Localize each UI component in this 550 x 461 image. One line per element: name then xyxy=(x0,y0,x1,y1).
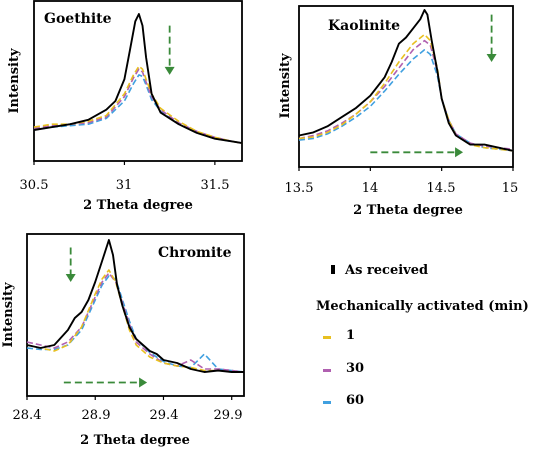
goethite-panel: Goethite Intensity 30.5 31 31.5 2 Theta … xyxy=(7,0,243,213)
kaolinite-right-arrow xyxy=(370,147,464,158)
chromite-right-arrow xyxy=(63,377,148,388)
legend-label-as-received: As received xyxy=(344,263,428,278)
kaolinite-x-tick: 15 xyxy=(502,181,519,196)
goethite-series-min30-line xyxy=(33,68,243,144)
goethite-y-label: Intensity xyxy=(7,48,22,114)
legend-swatch-30 xyxy=(323,369,331,372)
legend-label-30: 30 xyxy=(346,361,364,376)
legend-label-60: 60 xyxy=(346,393,364,408)
legend-label-1: 1 xyxy=(346,328,355,343)
chromite-series-min1-line xyxy=(26,269,244,373)
kaolinite-x-tick: 13.5 xyxy=(285,181,314,196)
chromite-x-tick: 28.9 xyxy=(82,408,111,423)
kaolinite-series-layer xyxy=(298,9,514,152)
chromite-series-min60-line xyxy=(26,275,245,373)
goethite-series-min60-line xyxy=(33,74,243,144)
kaolinite-down-arrow xyxy=(486,14,497,63)
goethite-series-as-received-line xyxy=(33,13,243,145)
kaolinite-panel: Kaolinite Intensity 13.5 14 14.5 15 2 Th… xyxy=(278,5,519,218)
kaolinite-series-min60-line xyxy=(298,49,514,152)
chromite-x-tick: 29.4 xyxy=(150,408,179,423)
kaolinite-y-label: Intensity xyxy=(278,53,293,119)
goethite-x-tick: 31.5 xyxy=(201,178,230,193)
chromite-x-tick: 29.9 xyxy=(214,408,243,423)
chromite-panel: Chromite Intensity 28.4 28.9 29.4 29.9 2… xyxy=(1,233,245,448)
chromite-annotation-layer xyxy=(63,247,148,388)
kaolinite-x-tick: 14.5 xyxy=(427,181,456,196)
legend: As received Mechanically activated (min)… xyxy=(316,263,529,408)
chromite-x-label: 2 Theta degree xyxy=(80,433,190,448)
goethite-plot-frame xyxy=(33,0,243,162)
chromite-down-arrow xyxy=(65,247,76,282)
legend-group-title: Mechanically activated (min) xyxy=(316,299,529,314)
goethite-title: Goethite xyxy=(44,11,112,27)
chromite-plot-frame xyxy=(26,233,245,397)
kaolinite-series-min30-line xyxy=(298,39,514,150)
chromite-y-label: Intensity xyxy=(1,282,16,348)
goethite-x-label: 2 Theta degree xyxy=(83,198,193,213)
kaolinite-plot-frame xyxy=(298,5,514,168)
legend-swatch-as-received xyxy=(331,265,335,274)
goethite-down-arrow xyxy=(164,25,175,75)
kaolinite-title: Kaolinite xyxy=(328,18,400,34)
goethite-series-layer xyxy=(33,13,243,145)
kaolinite-x-tick: 14 xyxy=(362,181,379,196)
kaolinite-annotation-layer xyxy=(370,14,497,158)
legend-swatch-1 xyxy=(323,336,331,339)
goethite-x-tick: 31 xyxy=(116,178,133,193)
chromite-series-min30-line xyxy=(26,272,245,373)
goethite-series-min1-line xyxy=(33,65,243,144)
goethite-x-tick: 30.5 xyxy=(20,178,49,193)
kaolinite-series-as-received-line xyxy=(298,9,514,152)
legend-swatch-60 xyxy=(323,401,331,404)
chromite-series-layer xyxy=(26,239,245,373)
goethite-annotation-layer xyxy=(164,25,175,75)
chromite-title: Chromite xyxy=(158,245,232,261)
chromite-series-as-received-line xyxy=(26,239,244,373)
kaolinite-series-min1-line xyxy=(298,33,514,152)
kaolinite-x-label: 2 Theta degree xyxy=(353,203,463,218)
chromite-x-tick: 28.4 xyxy=(13,408,42,423)
